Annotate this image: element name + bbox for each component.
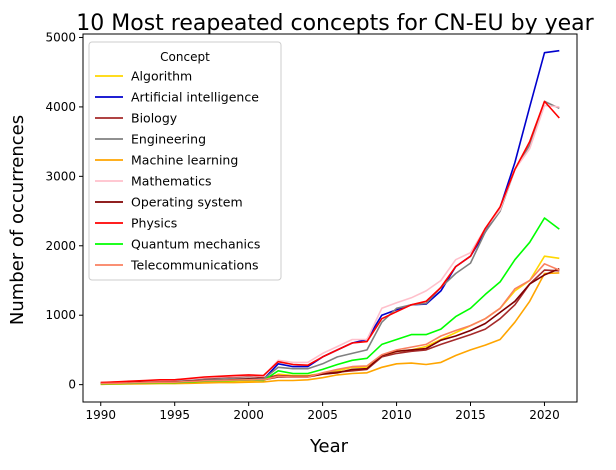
y-axis: 0 1000 2000 3000 4000 5000 bbox=[45, 30, 83, 392]
plot-area bbox=[82, 33, 578, 403]
legend-entry-label: Mathematics bbox=[131, 174, 212, 189]
legend-title: Concept bbox=[160, 50, 210, 64]
legend-entry-label: Artificial intelligence bbox=[131, 90, 259, 105]
x-tick-label: 2015 bbox=[455, 408, 486, 422]
legend-box bbox=[88, 41, 282, 281]
legend: Concept Algorithm Artificial intelligence B… bbox=[88, 41, 282, 281]
chart-title: 10 Most reapeated concepts for CN-EU by … bbox=[76, 11, 594, 36]
legend-entry-label: Physics bbox=[131, 216, 177, 231]
x-tick-label: 2000 bbox=[233, 408, 264, 422]
x-tick-label: 1990 bbox=[85, 408, 116, 422]
plot-frame bbox=[82, 33, 578, 403]
y-tick-label: 3000 bbox=[45, 169, 76, 183]
legend-entry-label: Biology bbox=[131, 111, 178, 126]
legend-entry-label: Operating system bbox=[131, 195, 243, 210]
x-tick-label: 2005 bbox=[307, 408, 338, 422]
y-axis-label: Number of occurrences bbox=[7, 115, 28, 325]
y-tick-label: 1000 bbox=[45, 308, 76, 322]
y-tick-label: 2000 bbox=[45, 239, 76, 253]
y-tick-label: 4000 bbox=[45, 100, 76, 114]
y-tick-label: 0 bbox=[68, 378, 76, 392]
x-axis: 1990 1995 2000 2005 2010 2015 2020 bbox=[85, 402, 560, 422]
legend-entry-label: Algorithm bbox=[131, 69, 192, 84]
legend-entry-label: Engineering bbox=[131, 132, 206, 147]
series-lines bbox=[100, 49, 560, 386]
series-line-biology bbox=[100, 269, 560, 384]
series-line-telecommunications bbox=[100, 262, 560, 385]
legend-entry-label: Machine learning bbox=[131, 153, 238, 168]
series-line-physics bbox=[100, 100, 560, 384]
x-axis-label: Year bbox=[309, 436, 349, 457]
series-line-machine-learning bbox=[100, 272, 560, 386]
x-tick-label: 2020 bbox=[529, 408, 560, 422]
legend-entry-label: Quantum mechanics bbox=[131, 237, 260, 252]
legend-entry-label: Telecommunications bbox=[130, 258, 259, 273]
x-tick-label: 2010 bbox=[381, 408, 412, 422]
x-tick-label: 1995 bbox=[159, 408, 190, 422]
y-tick-label: 5000 bbox=[45, 30, 76, 44]
